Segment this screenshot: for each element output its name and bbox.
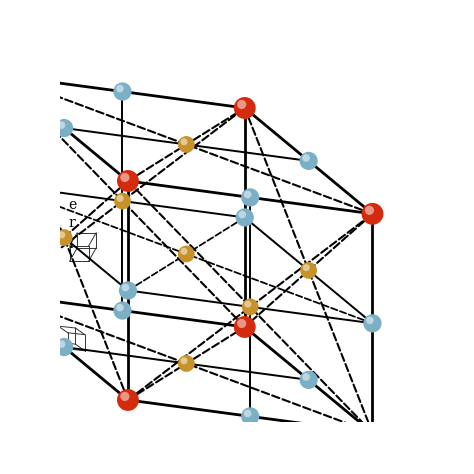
Circle shape [241,188,259,207]
Circle shape [245,301,251,308]
Circle shape [0,283,11,305]
Circle shape [0,178,1,185]
Circle shape [244,410,252,417]
Circle shape [120,392,129,401]
Circle shape [178,136,195,153]
Circle shape [0,175,9,194]
Circle shape [362,203,383,225]
Circle shape [58,340,65,348]
Circle shape [181,357,188,365]
Circle shape [300,371,318,389]
Text: l: l [68,237,73,251]
Circle shape [241,407,259,426]
Circle shape [178,246,195,263]
Circle shape [55,119,73,137]
Text: e: e [68,198,77,212]
Circle shape [0,64,11,86]
Circle shape [0,286,2,295]
Circle shape [244,191,252,198]
Circle shape [0,67,2,76]
Circle shape [242,299,259,315]
Circle shape [178,355,195,372]
Circle shape [121,284,129,292]
Circle shape [113,301,132,319]
Circle shape [238,211,246,219]
Circle shape [114,192,131,210]
Circle shape [362,422,383,444]
Circle shape [302,154,310,162]
Circle shape [117,170,139,192]
Circle shape [364,314,382,332]
Circle shape [58,121,65,129]
Circle shape [302,373,310,381]
Circle shape [181,138,188,146]
Circle shape [365,206,374,215]
Circle shape [300,152,318,170]
Circle shape [236,209,254,227]
Circle shape [120,173,129,182]
Circle shape [303,264,310,271]
Circle shape [116,85,124,92]
Circle shape [234,97,255,119]
Circle shape [234,316,255,338]
Circle shape [113,82,132,100]
Circle shape [55,229,73,246]
Circle shape [55,338,73,356]
Circle shape [119,282,137,300]
Circle shape [237,100,246,109]
Text: r: r [68,216,75,230]
Circle shape [58,231,65,238]
Circle shape [117,195,124,202]
Circle shape [181,248,188,255]
Circle shape [117,389,139,411]
Circle shape [366,317,374,324]
Circle shape [300,262,317,279]
Circle shape [237,319,246,328]
Circle shape [116,304,124,311]
Circle shape [365,425,374,434]
